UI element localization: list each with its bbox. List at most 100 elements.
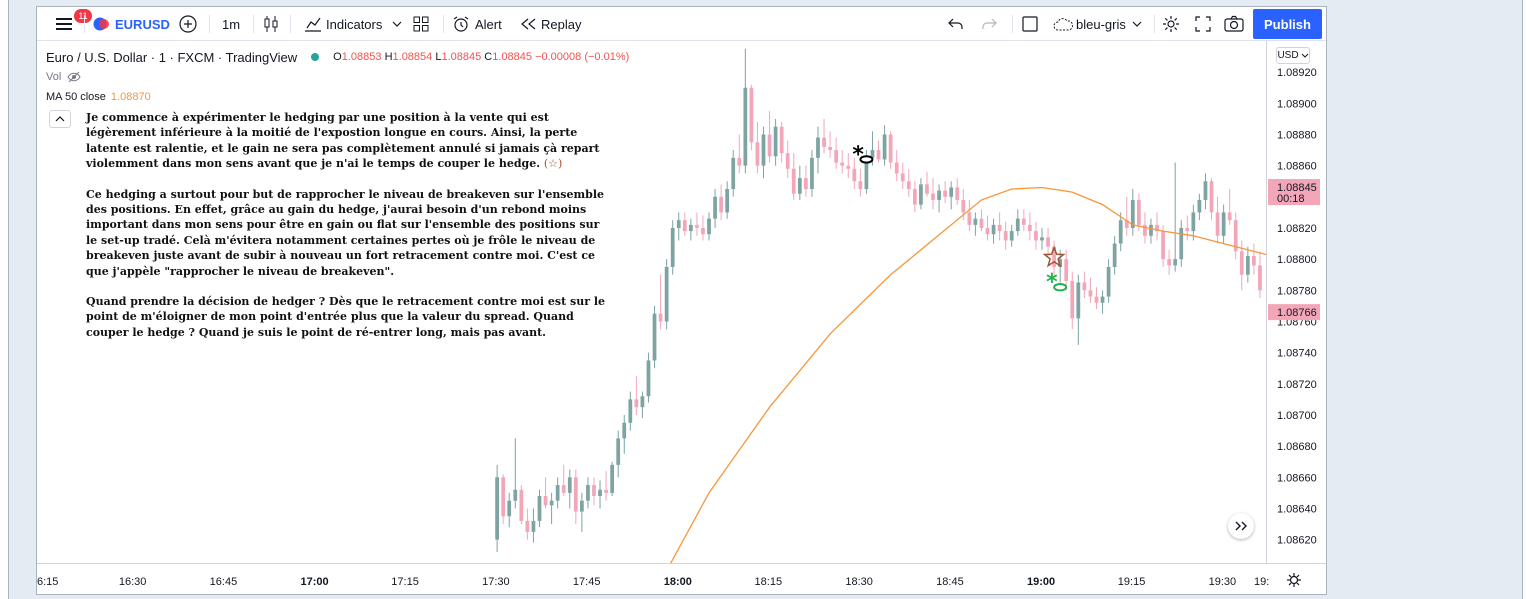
toolbar-separator (209, 15, 210, 33)
chevron-up-icon (55, 116, 65, 122)
note-paragraph-2: Ce hedging a surtout pour but de rapproc… (86, 187, 605, 278)
candle (640, 396, 645, 408)
chart-type-button[interactable] (263, 7, 279, 41)
toolbar-separator (290, 15, 291, 33)
time-tick-label: 18:45 (936, 576, 964, 588)
toolbar-separator (1012, 15, 1013, 33)
plus-circle-icon (179, 15, 197, 33)
candle (652, 313, 657, 361)
candle (1215, 212, 1220, 236)
candle (864, 157, 869, 190)
redo-icon (982, 18, 997, 29)
gear-tooth (1288, 574, 1292, 578)
candle (676, 220, 681, 228)
volume-label[interactable]: Vol (46, 71, 62, 83)
snapshot-button[interactable] (1224, 7, 1244, 41)
text-note-annotation[interactable]: Je commence à expérimenter le hedging pa… (86, 110, 606, 355)
layout-button[interactable] (413, 7, 429, 41)
ma-value: 1.08870 (110, 91, 151, 103)
time-tick-label: 19:15 (1118, 576, 1146, 588)
replay-button[interactable]: Replay (520, 7, 581, 41)
top-toolbar: 11 EURUSD 1m Indicators Alert (37, 7, 1326, 41)
candle (1149, 224, 1153, 236)
alert-button[interactable]: Alert (452, 7, 502, 41)
candle (628, 399, 633, 423)
symbol-title[interactable]: Euro / U.S. Dollar · 1 · FXCM · TradingV… (46, 49, 298, 65)
fullscreen-chart-button[interactable] (1021, 7, 1039, 41)
time-axis-settings-icon[interactable] (1287, 573, 1301, 587)
candle (573, 477, 578, 512)
candle (822, 137, 826, 147)
menu-button[interactable]: 11 (47, 7, 92, 41)
layout-name-dropdown[interactable]: bleu-gris (1052, 7, 1142, 41)
eye-hidden-icon[interactable] (67, 71, 81, 83)
marker-asterisk: * (1046, 270, 1058, 295)
candle (634, 399, 639, 408)
compare-button[interactable] (178, 7, 198, 41)
candle (755, 142, 760, 166)
candle (664, 266, 669, 322)
redo-button[interactable] (981, 7, 997, 41)
currency-label: USD (1277, 50, 1299, 61)
candle (688, 224, 693, 232)
symbol-label: EURUSD (115, 16, 170, 32)
candle (1209, 181, 1214, 213)
candle (1015, 218, 1020, 232)
double-chevron-right-icon (1235, 521, 1247, 531)
candle (1009, 231, 1014, 241)
candle (501, 477, 506, 517)
candle (1082, 282, 1087, 291)
candle (894, 162, 899, 174)
hedge-close-marker: * (1046, 270, 1068, 295)
publish-button[interactable]: Publish (1253, 9, 1322, 39)
hedge-open-marker: * (852, 142, 874, 167)
chart-widget: 11 EURUSD 1m Indicators Alert (36, 6, 1327, 595)
candle (1258, 265, 1262, 291)
candle (598, 489, 602, 496)
currency-select[interactable]: USD (1276, 47, 1310, 64)
indicators-button[interactable]: Indicators (304, 7, 382, 41)
candle (906, 181, 911, 190)
candle (931, 193, 935, 200)
interval-button[interactable]: 1m (222, 16, 241, 32)
candle (985, 227, 990, 235)
time-tick-label: 16:45 (210, 576, 238, 588)
note-paragraph-3: Quand prendre la décision de hedger ? Dè… (86, 295, 605, 339)
candle (882, 134, 887, 160)
toolbar-separator (253, 15, 254, 33)
candle (1046, 237, 1050, 247)
candle (1040, 237, 1044, 241)
gear-ring (1289, 575, 1299, 585)
time-tick-label: 17:45 (573, 576, 601, 588)
candle (1112, 243, 1117, 267)
candle (658, 313, 663, 322)
candle (1118, 220, 1123, 244)
chart-legend: Euro / U.S. Dollar · 1 · FXCM · TradingV… (46, 47, 629, 107)
price-tick-label: 1.08660 (1277, 472, 1317, 484)
ma-label[interactable]: MA 50 close (46, 91, 106, 103)
undo-button[interactable] (948, 7, 964, 41)
hamburger-icon (56, 18, 72, 30)
candle (525, 520, 530, 532)
time-scale[interactable]: 6:15 16:30 16:45 17:00 17:15 17:30 17:45 18:00 1… (37, 563, 1326, 594)
candle (840, 162, 845, 166)
fullscreen-icon (1195, 16, 1211, 32)
indicators-icon (305, 17, 321, 32)
price-chart[interactable]: ** (37, 41, 1266, 563)
candle (1070, 280, 1075, 319)
price-tick-label: 1.08720 (1277, 379, 1317, 391)
scroll-to-realtime-button[interactable] (1228, 513, 1254, 539)
chart-pane[interactable]: * * (37, 41, 1266, 563)
time-tick-label: 18:00 (664, 576, 692, 588)
price-tick-label: 1.08920 (1277, 67, 1317, 79)
price-scale[interactable]: 1.089201.089001.088801.088601.088401.088… (1266, 41, 1326, 563)
time-tick-label: 17:00 (300, 576, 328, 588)
templates-dropdown[interactable] (392, 7, 402, 41)
collapse-note-button[interactable] (49, 110, 71, 128)
symbol-search-button[interactable]: EURUSD (92, 7, 170, 41)
candle (816, 137, 820, 158)
candle (543, 495, 548, 506)
replay-label: Replay (541, 16, 582, 32)
settings-button[interactable] (1162, 7, 1180, 41)
fullscreen-button[interactable] (1195, 7, 1211, 41)
